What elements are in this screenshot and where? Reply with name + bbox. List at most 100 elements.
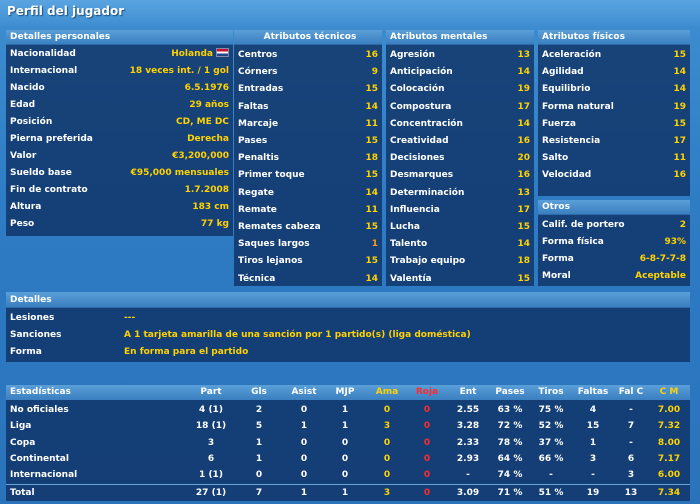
stats-column-header-gls[interactable]: Gls [251, 387, 267, 397]
stats-cell-mjp: 1 [341, 487, 349, 498]
personal-value: €95,000 mensuales [130, 168, 229, 178]
physical-label: Salto [542, 153, 569, 164]
technical-value: 15 [365, 84, 378, 95]
stats-cell-gls: 0 [255, 470, 263, 481]
physical-label: Resistencia [542, 136, 601, 146]
stats-cell-mjp: 1 [341, 405, 349, 415]
stats-cell-faltas: 19 [586, 487, 600, 498]
personal-label: Pierna preferida [10, 134, 93, 144]
physical-label: Equilibrio [542, 84, 591, 95]
stats-cell-estadisticas: Total [10, 487, 35, 498]
technical-row-faltas: Faltas 14 [234, 99, 382, 116]
stats-cell-c-m: 7.32 [657, 421, 681, 432]
details-header: Detalles [6, 292, 690, 308]
technical-row-regate: Regate 14 [234, 185, 382, 202]
mental-row-trabajo-equipo: Trabajo equipo 18 [386, 253, 534, 270]
mental-row-lucha: Lucha 15 [386, 219, 534, 236]
personal-row-fin-de-contrato: Fin de contrato 1.7.2008 [6, 182, 233, 199]
details-value: En forma para el partido [124, 347, 249, 357]
technical-value: 16 [365, 50, 378, 60]
technical-label: Remates cabeza [238, 222, 321, 232]
stats-cell-gls: 7 [255, 487, 263, 498]
others-label: Calif. de portero [542, 220, 625, 230]
others-value: 93% [664, 237, 686, 247]
stats-cell-ent: 2.33 [456, 437, 480, 448]
stats-column-header-ama[interactable]: Ama [375, 387, 399, 397]
technical-label: Saques largos [238, 239, 310, 250]
stats-column-header-tiros[interactable]: Tiros [538, 387, 564, 397]
stats-column-header-part[interactable]: Part [200, 387, 222, 397]
statistics-header-row: Estadísticas Part Gls Asist MJP Ama Roja Ent Pas… [6, 385, 690, 400]
stats-cell-estadisticas: Internacional [10, 470, 78, 481]
details-row-lesiones: Lesiones --- [6, 309, 690, 327]
personal-value: 18 veces int. / 1 gol [129, 66, 229, 76]
mental-row-anticipacion: Anticipación 14 [386, 64, 534, 81]
mental-label: Trabajo equipo [390, 256, 466, 267]
stats-column-header-asist[interactable]: Asist [291, 387, 317, 397]
technical-value: 14 [365, 273, 378, 284]
technical-value: 9 [371, 67, 378, 78]
stats-cell-ama: 0 [383, 437, 391, 448]
mental-row-compostura: Compostura 17 [386, 99, 534, 116]
details-label: Forma [10, 347, 42, 357]
stats-cell-c-m: 6.00 [657, 470, 681, 481]
technical-label: Faltas [238, 101, 269, 112]
technical-value: 15 [365, 222, 378, 232]
others-value: 6-8-7-7-8 [639, 254, 686, 264]
mental-row-agresion: Agresión 13 [386, 47, 534, 64]
others-label: Forma física [542, 237, 604, 247]
stats-cell-tiros: - [549, 470, 553, 481]
stats-cell-asist: 0 [300, 437, 308, 448]
stats-cell-roja: 0 [423, 405, 431, 415]
personal-label: Altura [10, 202, 42, 212]
physical-row-agilidad: Agilidad 14 [538, 64, 690, 81]
stats-cell-asist: 1 [300, 421, 308, 432]
stats-column-header-ent[interactable]: Ent [459, 387, 477, 397]
stats-cell-ama: 0 [383, 405, 391, 415]
stats-column-header-mjp[interactable]: MJP [335, 387, 355, 397]
stats-cell-tiros: 66 % [538, 453, 564, 464]
stats-cell-gls: 2 [255, 405, 263, 415]
physical-row-velocidad: Velocidad 16 [538, 167, 690, 184]
stats-column-header-c-m[interactable]: C M [659, 387, 679, 397]
physical-attributes-header: Atributos físicos [538, 30, 690, 45]
mental-row-desmarques: Desmarques 16 [386, 167, 534, 184]
personal-label: Edad [10, 100, 36, 110]
stats-column-header-pases[interactable]: Pases [495, 387, 525, 397]
mental-label: Desmarques [390, 170, 454, 181]
details-label: Lesiones [10, 313, 55, 323]
stats-cell-fal-c: 7 [627, 421, 635, 432]
technical-row-centros: Centros 16 [234, 47, 382, 64]
details-label: Sanciones [10, 330, 62, 340]
mental-row-determinacion: Determinación 13 [386, 185, 534, 202]
personal-label: Internacional [10, 66, 78, 76]
personal-label: Fin de contrato [10, 185, 88, 195]
stats-cell-asist: 0 [300, 405, 308, 415]
others-label: Moral [542, 271, 571, 281]
stats-column-header-estadisticas[interactable]: Estadísticas [10, 387, 71, 397]
stats-column-header-roja[interactable]: Roja [415, 387, 439, 397]
physical-value: 14 [673, 67, 686, 78]
stats-cell-faltas: 3 [589, 453, 597, 464]
personal-row-sueldo-base: Sueldo base €95,000 mensuales [6, 165, 233, 182]
physical-value: 15 [673, 118, 686, 129]
physical-row-resistencia: Resistencia 17 [538, 133, 690, 150]
stats-column-header-fal-c[interactable]: Fal C [618, 387, 644, 397]
stats-column-header-faltas[interactable]: Faltas [577, 387, 609, 397]
personal-label: Sueldo base [10, 168, 72, 178]
physical-label: Velocidad [542, 170, 592, 181]
stats-row-no-oficiales: No oficiales 4 (1) 2 0 1 0 0 2.55 63 % 75 % 4 - 7.00 [6, 402, 690, 418]
personal-details-header: Detalles personales [6, 30, 233, 45]
stats-cell-ent: 2.55 [456, 405, 480, 415]
physical-label: Aceleración [542, 50, 602, 60]
stats-cell-roja: 0 [423, 437, 431, 448]
physical-row-forma-natural: Forma natural 19 [538, 99, 690, 116]
others-header: Otros [538, 200, 690, 215]
personal-value: 6.5.1976 [184, 83, 229, 93]
others-label: Forma [542, 254, 574, 264]
personal-value: 183 cm [192, 202, 229, 212]
details-panel: Detalles Lesiones --- Sanciones A 1 tarjeta… [6, 292, 690, 362]
technical-attributes-panel: Atributos técnicos Centros 16 Córners 9 Entr… [234, 30, 382, 286]
netherlands-flag-icon [216, 48, 229, 57]
technical-label: Primer toque [238, 170, 305, 181]
